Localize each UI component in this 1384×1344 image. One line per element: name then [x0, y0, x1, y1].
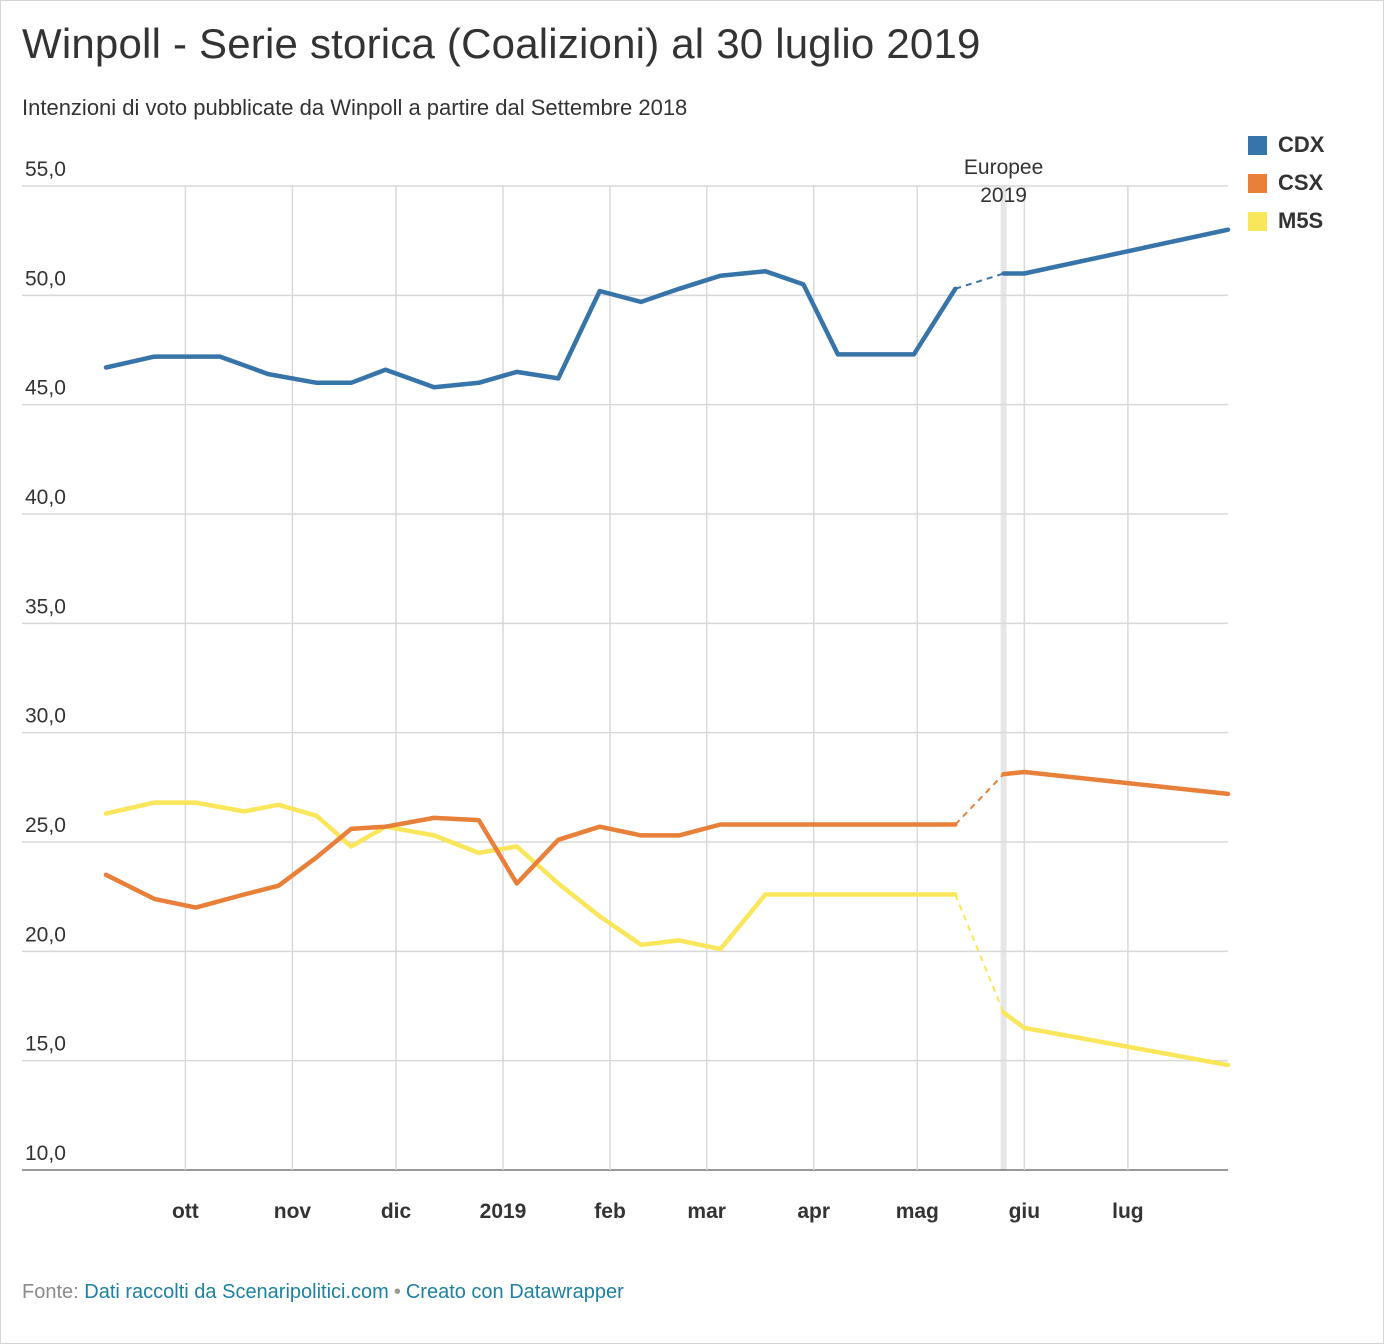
x-tick-label: dic	[381, 1200, 412, 1223]
source-link[interactable]: Dati raccolti da Scenaripolitici.com	[84, 1281, 389, 1303]
annotation-band	[1000, 186, 1007, 1170]
series-dashed-cdx	[954, 272, 1004, 290]
y-tick-label: 45,0	[25, 377, 66, 400]
y-tick-label: 20,0	[25, 923, 66, 946]
chart-title: Winpoll - Serie storica (Coalizioni) al …	[22, 20, 981, 67]
x-tick-label: giu	[1009, 1200, 1041, 1223]
y-tick-label: 40,0	[25, 486, 66, 509]
annotation-label: Europee	[964, 156, 1043, 179]
legend-label-csx: CSX	[1278, 170, 1324, 195]
y-tick-label: 30,0	[25, 705, 66, 728]
legend-label-cdx: CDX	[1278, 132, 1325, 157]
y-tick-label: 55,0	[25, 158, 66, 181]
legend-swatch-cdx	[1248, 135, 1267, 155]
series-dashed-m5s	[954, 894, 1005, 1013]
x-tick-label: mar	[687, 1200, 726, 1223]
x-tick-label: mag	[896, 1200, 939, 1223]
series-line-after-csx	[1001, 769, 1231, 797]
x-tick-label: nov	[274, 1200, 312, 1223]
series-line-m5s	[103, 800, 958, 952]
legend-item-m5s: M5S	[1248, 202, 1324, 240]
legend-item-csx: CSX	[1248, 164, 1324, 202]
x-tick-label: feb	[594, 1200, 626, 1223]
datawrapper-link[interactable]: Creato con Datawrapper	[405, 1281, 624, 1303]
x-tick-label: apr	[797, 1200, 830, 1223]
x-tick-label: lug	[1112, 1200, 1144, 1223]
legend-item-cdx: CDX	[1248, 126, 1324, 164]
legend: CDX CSX M5S	[1248, 126, 1324, 240]
y-tick-label: 35,0	[25, 595, 66, 618]
x-tick-label: ott	[172, 1200, 199, 1223]
y-tick-label: 50,0	[25, 267, 66, 290]
y-tick-label: 10,0	[25, 1142, 66, 1165]
series-line-after-cdx	[1001, 227, 1231, 276]
footer: Fonte: Dati raccolti da Scenaripolitici.…	[22, 1281, 624, 1304]
series-line-cdx	[103, 269, 958, 390]
annotation-label: 2019	[980, 184, 1027, 207]
legend-label-m5s: M5S	[1278, 208, 1324, 233]
series-dashed-csx	[954, 773, 1005, 826]
x-tick-label: 2019	[480, 1200, 527, 1223]
y-tick-label: 25,0	[25, 814, 66, 837]
y-tick-label: 15,0	[25, 1033, 66, 1056]
legend-swatch-csx	[1248, 173, 1267, 193]
footer-separator: •	[393, 1281, 401, 1303]
footer-source-prefix: Fonte:	[22, 1281, 79, 1303]
series-line-after-m5s	[1001, 1010, 1231, 1068]
series-line-csx	[103, 815, 958, 910]
legend-swatch-m5s	[1248, 211, 1267, 231]
chart-subtitle: Intenzioni di voto pubblicate da Winpoll…	[22, 95, 688, 120]
